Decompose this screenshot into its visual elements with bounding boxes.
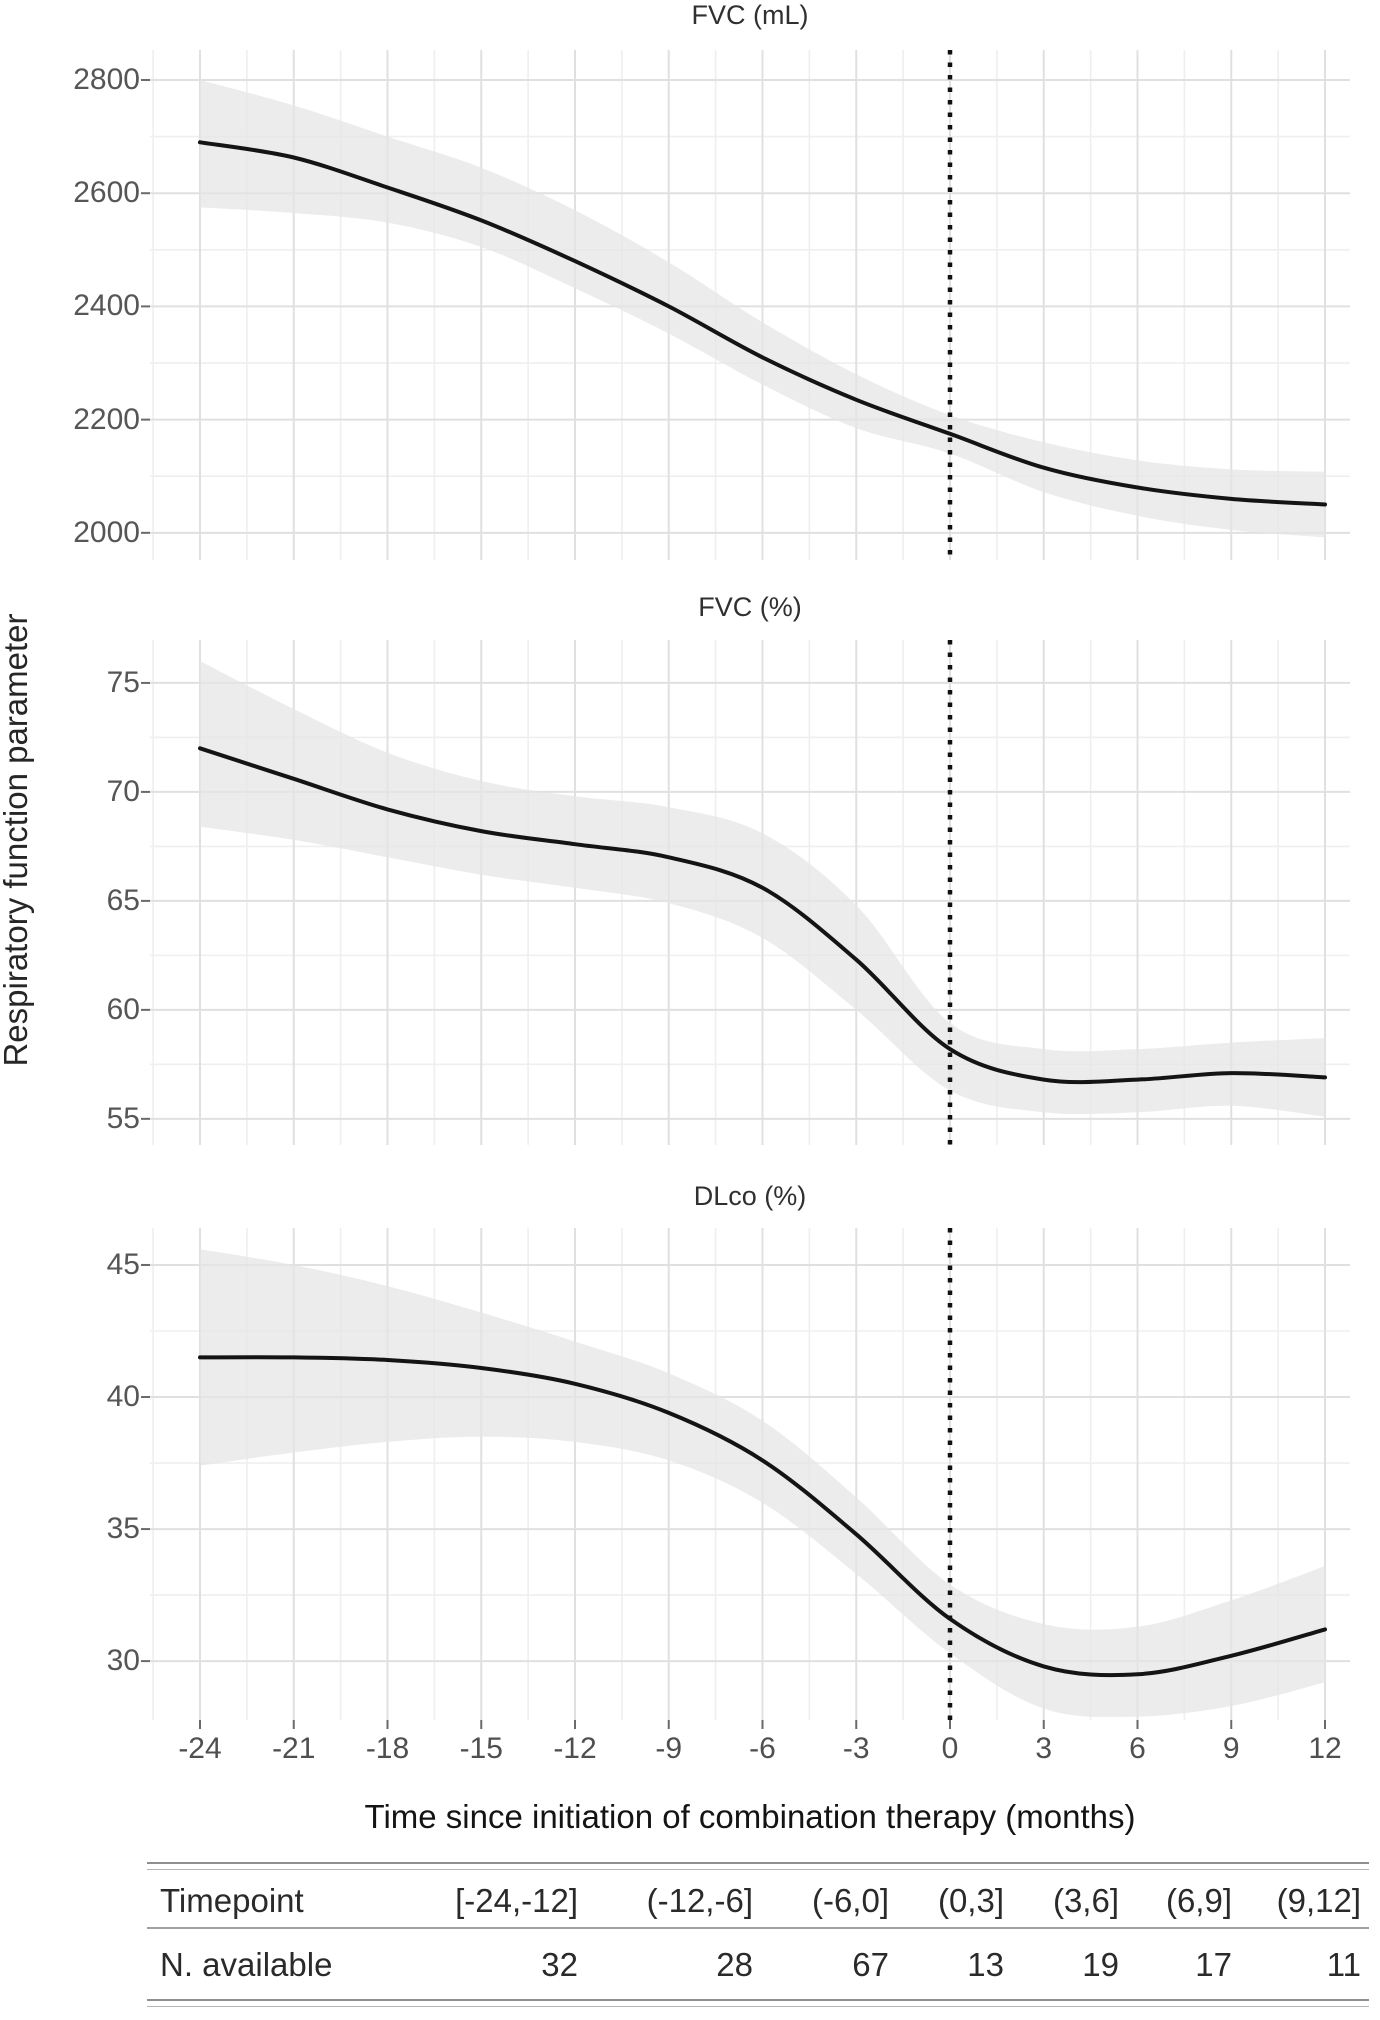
table-cell: (3,6] [1052,1882,1119,1919]
table-top-rule-inner [147,1869,1369,1870]
table-row-n-available: N. available 32 28 67 13 19 17 11 [147,1946,1369,1998]
table-cell: [-24,-12] [455,1882,578,1919]
x-tick-label: -21 [272,1732,316,1765]
y-tick-label: 40 [106,1380,140,1414]
panel-title-fvc-pct: FVC (%) [698,592,802,622]
y-tick-label: 45 [106,1247,140,1281]
x-tick-label: 12 [1308,1732,1342,1765]
table-row-timepoint: Timepoint [-24,-12] (-12,-6] (-6,0] (0,3… [147,1882,1369,1934]
x-tick-label: 9 [1222,1732,1240,1765]
table-top-rule-outer [147,1862,1369,1864]
y-tick-label: 2200 [73,402,140,436]
x-tick-label: -3 [842,1732,870,1765]
x-tick-label: -24 [178,1732,222,1765]
table-cell: (9,12] [1276,1882,1361,1919]
y-tick-label: 2800 [73,63,140,96]
fitted-curve [198,140,1327,507]
table-mid-rule [147,1927,1369,1929]
y-tick-label: 55 [106,1101,140,1135]
table-cell: 17 [1195,1946,1232,1983]
table-cell: 28 [716,1946,753,1983]
y-tick-label: 35 [106,1512,140,1546]
panel-fvc-ml- [141,50,1350,560]
table-cell: 67 [852,1946,889,1983]
y-tick-label: 2400 [73,289,140,323]
x-tick-label: 0 [941,1732,959,1765]
table-cell: 13 [967,1946,1004,1983]
table-cell: (6,9] [1165,1882,1232,1919]
panel-fvc- [141,640,1350,1145]
panel-dlco- [141,1228,1350,1729]
y-tick-label: 70 [106,774,140,808]
x-tick-label: 3 [1035,1732,1053,1765]
x-tick-label: -6 [749,1732,776,1765]
table-cell: (-6,0] [811,1882,889,1919]
y-tick-label: 75 [106,665,140,699]
table-cell: 19 [1082,1946,1119,1983]
x-tick-label: 6 [1129,1732,1146,1765]
x-axis-title: Time since initiation of combination the… [364,1798,1136,1835]
table-cell: 11 [1326,1946,1361,1983]
y-tick-label: 30 [106,1644,140,1678]
x-tick-label: -18 [365,1732,410,1765]
table-cell: (0,3] [937,1882,1004,1919]
y-tick-label: 60 [106,992,140,1026]
y-tick-label: 2000 [73,515,140,549]
y-tick-label: 65 [106,883,140,917]
table-bottom-rule-inner [147,2006,1369,2007]
x-tick-label: -15 [459,1732,503,1765]
fitted-curve [198,1355,1327,1678]
y-tick-label: 2600 [73,176,140,210]
table-row-label: N. available [160,1946,333,1983]
table-cell: (-12,-6] [646,1882,753,1919]
panel-title-dlco-pct: DLco (%) [693,1181,807,1211]
x-tick-label: -9 [655,1732,683,1765]
table-row-label: Timepoint [160,1882,304,1919]
x-tick-label: -12 [553,1732,597,1765]
confidence-band [200,80,1325,538]
panel-title-fvc-ml: FVC (mL) [691,0,809,30]
table-cell: 32 [541,1946,578,1983]
table-bottom-rule-outer [147,1999,1369,2001]
fitted-curve [198,746,1327,1085]
